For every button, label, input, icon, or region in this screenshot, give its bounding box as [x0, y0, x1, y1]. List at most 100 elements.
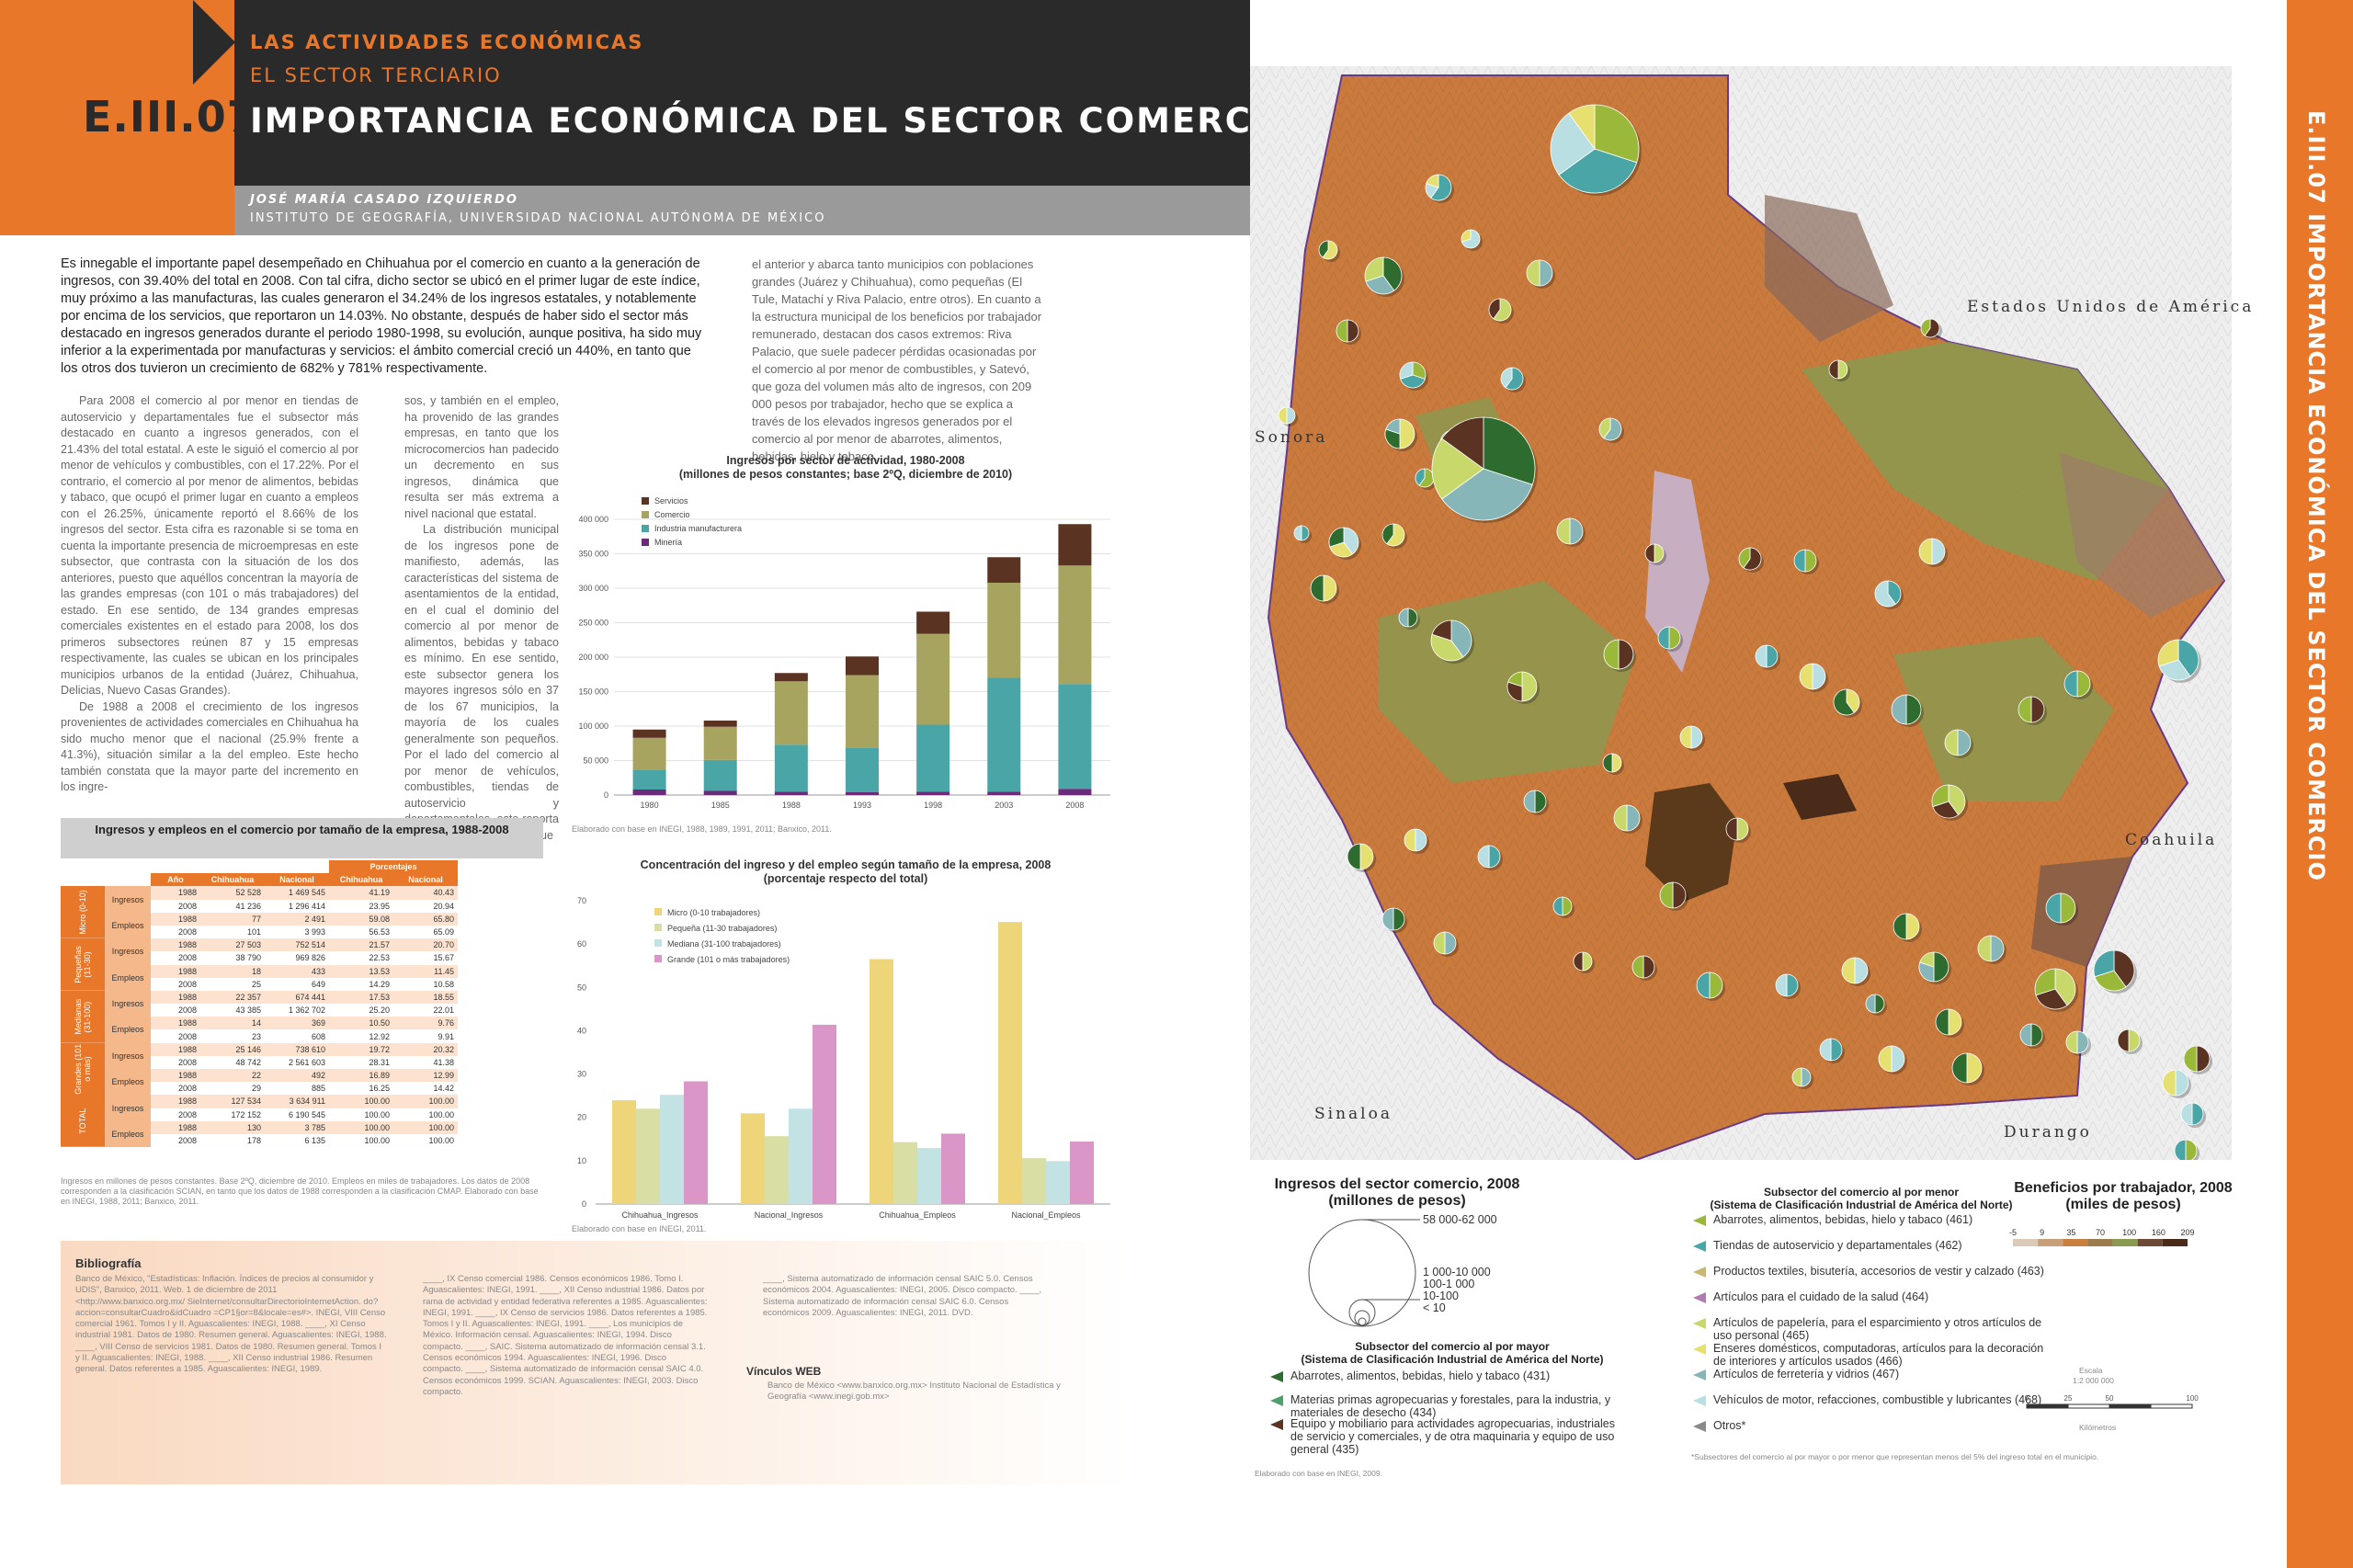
- x-tick-label: 2008: [1065, 801, 1084, 810]
- table-cell: 1 469 545: [265, 886, 329, 900]
- benefit-tick: 100: [2122, 1228, 2136, 1237]
- table-cell: 1988: [151, 1120, 200, 1134]
- bar: [917, 1148, 941, 1204]
- pie-slice: [1562, 896, 1573, 916]
- municipality-pie: [1550, 104, 1642, 196]
- chart1-title: Ingresos por sector de actividad, 1980-2…: [588, 454, 1103, 482]
- bibliography-col1: Banco de México, "Estadísticas: Inflació…: [75, 1274, 387, 1375]
- pie-slice: [1725, 817, 1738, 841]
- subsection-name: EL SECTOR TERCIARIO: [250, 64, 502, 86]
- pie-slice: [1931, 538, 1946, 565]
- table-cell: 130: [200, 1120, 265, 1134]
- table-cell: 40.43: [393, 886, 458, 900]
- table-row: 2008 43 385 1 362 702 25.20 22.01: [61, 1004, 458, 1017]
- y-tick-label: 40: [577, 1026, 586, 1035]
- table-cell: 41 236: [200, 899, 265, 913]
- table-cell: 20.70: [393, 938, 458, 952]
- table-cell: 2008: [151, 1133, 200, 1148]
- table-cell: 14: [200, 1017, 265, 1030]
- legend-income-range: 58 000-62 000: [1423, 1213, 1497, 1226]
- pie-slice: [1755, 644, 1768, 668]
- pie-slice: [1441, 416, 1484, 470]
- municipality-pie: [1644, 543, 1666, 565]
- pie-slice: [1598, 417, 1611, 439]
- pie-slice: [1582, 951, 1593, 971]
- pie-slice: [1407, 608, 1418, 628]
- municipality-pie: [1920, 318, 1942, 340]
- municipality-pie: [1631, 955, 1657, 981]
- table-header-row: Porcentajes: [61, 860, 458, 874]
- municipality-pie: [1310, 574, 1339, 604]
- table-cell: 15.67: [393, 951, 458, 965]
- benefit-swatch: [2038, 1239, 2063, 1246]
- municipality-pie: [1603, 639, 1636, 672]
- chart1-title-line: Ingresos por sector de actividad, 1980-2…: [726, 454, 965, 467]
- benefit-tick: 9: [2040, 1228, 2044, 1237]
- legend-swatch: [654, 939, 662, 947]
- pie-slice: [2185, 1139, 2198, 1160]
- side-band: [2287, 0, 2353, 1568]
- pie-slice: [1404, 828, 1416, 852]
- text-column-2: sos, y también en el empleo, ha provenid…: [404, 393, 559, 844]
- municipality-pie: [2018, 696, 2047, 725]
- kind-label: Ingresos: [105, 1042, 151, 1069]
- pie-slice: [2030, 696, 2045, 723]
- table-row: 2008 172 152 6 190 545 100.00 100.00: [61, 1108, 458, 1121]
- table-cell: 12.99: [393, 1069, 458, 1083]
- table-cell: 172 152: [200, 1108, 265, 1121]
- legend-label: Artículos de papelería, para el esparcim…: [1713, 1316, 2042, 1342]
- bar-segment: [987, 557, 1021, 583]
- author-band: [234, 186, 1250, 235]
- legend-triangle-icon: [1270, 1371, 1283, 1382]
- pie-slice: [1347, 319, 1359, 343]
- benefit-tick: 70: [2096, 1228, 2105, 1237]
- legend-triangle-icon: [1693, 1267, 1706, 1278]
- pie-slice: [1412, 361, 1427, 380]
- legend-triangle-icon: [1270, 1419, 1283, 1430]
- chihuahua-map: [1250, 66, 2232, 1160]
- scale-title: Escala: [2079, 1366, 2103, 1375]
- table-cell: 2008: [151, 1055, 200, 1069]
- table-cell: 10.50: [329, 1017, 393, 1030]
- bibliography-col2: ____, IX Censo comercial 1986. Censos ec…: [423, 1274, 708, 1397]
- table-cell: 1988: [151, 912, 200, 926]
- y-tick-label: 70: [577, 896, 586, 905]
- pie-slice: [1523, 790, 1536, 813]
- municipality-pie: [1799, 663, 1828, 692]
- legend-label: Comercio: [654, 510, 690, 519]
- pie-slice: [2034, 968, 2056, 996]
- y-tick-label: 350 000: [578, 550, 608, 559]
- municipality-pie: [1573, 951, 1595, 973]
- pie-slice: [2076, 1030, 2089, 1054]
- pie-slice: [2054, 968, 2076, 1006]
- table-cell: 1988: [151, 1095, 200, 1108]
- municipality-pie: [2117, 1028, 2143, 1054]
- legend-triangle-icon: [1693, 1292, 1706, 1303]
- table-cell: 48 742: [200, 1055, 265, 1069]
- table-row: Micro (0-10) Ingresos 1988 52 528 1 469 545 4…: [61, 886, 458, 939]
- pie-slice: [1736, 817, 1749, 841]
- pie-slice: [1450, 619, 1472, 658]
- table-cell: 22 357: [200, 990, 265, 1005]
- pie-slice: [1558, 148, 1638, 194]
- pie-slice: [1364, 256, 1384, 282]
- legend-label: Artículos de ferretería y vidrios (467): [1713, 1368, 1900, 1381]
- table-cell: 77: [200, 912, 265, 926]
- municipality-pie: [2180, 1102, 2206, 1128]
- header-cell: Año: [151, 873, 200, 887]
- pie-slice: [1382, 256, 1403, 291]
- municipality-pie: [1328, 527, 1361, 560]
- chart1-source: Elaborado con base en INEGI, 1988, 1989,…: [572, 824, 832, 834]
- pie-slice: [1322, 240, 1338, 260]
- pie-slice: [2117, 1028, 2130, 1052]
- pie-slice: [1893, 913, 1907, 940]
- municipality-pie: [1865, 994, 1887, 1016]
- municipality-pie: [2065, 1030, 2091, 1056]
- pie-slice: [1594, 104, 1640, 164]
- pie-slice: [1359, 843, 1374, 870]
- scale-tick: 100: [2186, 1394, 2199, 1403]
- municipality-pie: [1523, 790, 1549, 815]
- pie-slice: [1933, 951, 1949, 983]
- table-cell: 2008: [151, 1082, 200, 1096]
- kind-label: Empleos: [105, 1120, 151, 1148]
